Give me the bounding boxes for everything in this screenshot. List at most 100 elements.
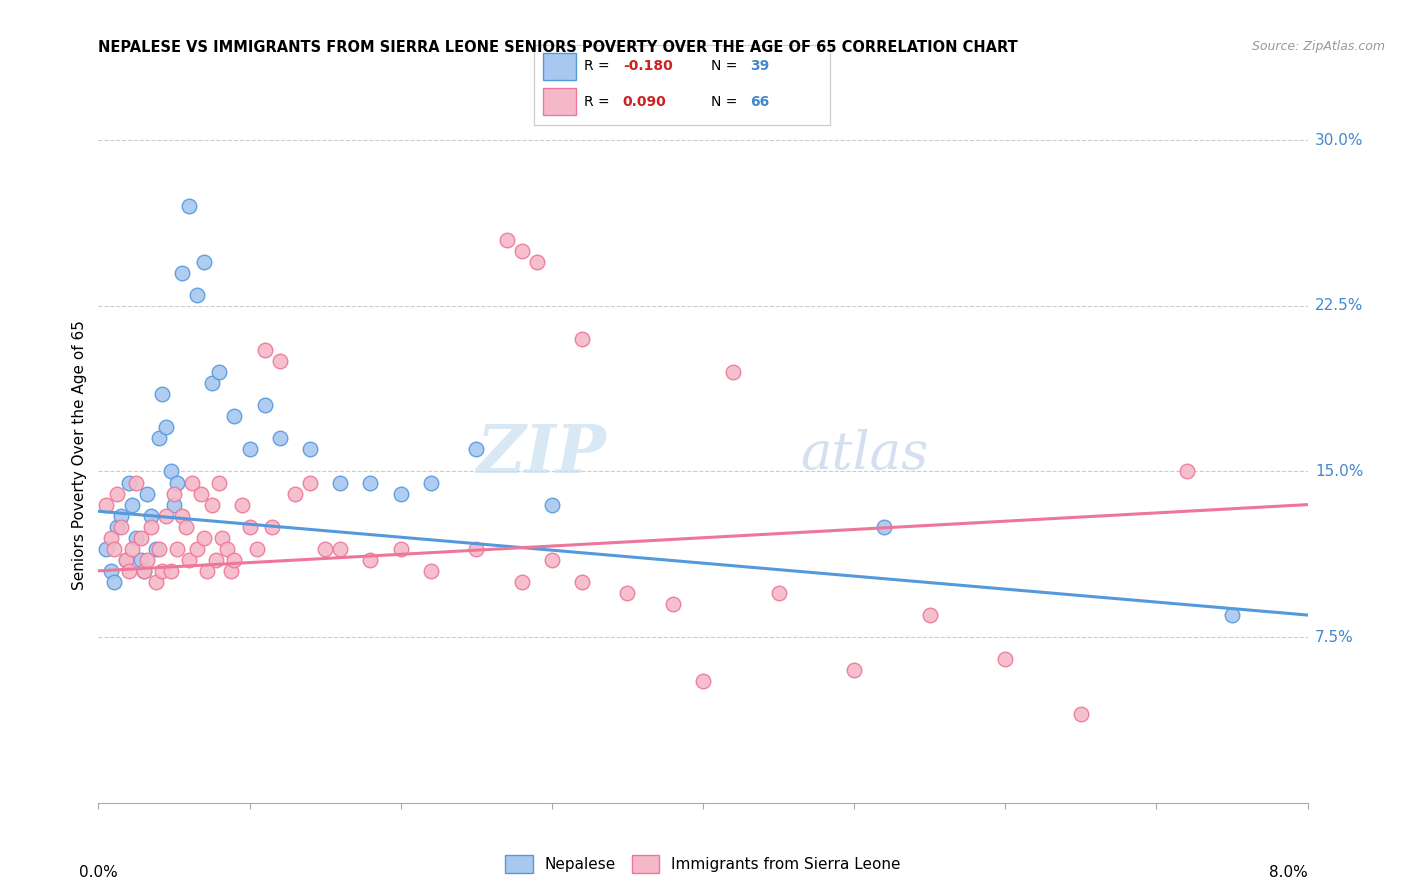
Point (231, 498, 253, 512)
Text: 8.0%: 8.0% (1268, 864, 1308, 880)
Point (121, 541, 143, 556)
Y-axis label: Seniors Poverty Over the Age of 65: Seniors Poverty Over the Age of 65 (72, 320, 87, 590)
Point (571, 574, 593, 589)
Point (465, 541, 488, 556)
Point (193, 531, 215, 545)
Point (360, 475, 382, 490)
Point (148, 431, 170, 445)
Point (495, 233, 517, 247)
Point (420, 475, 443, 490)
Point (540, 498, 562, 512)
Point (253, 343, 276, 357)
Point (103, 541, 125, 556)
Point (224, 409, 246, 424)
Point (170, 508, 193, 523)
Point (195, 564, 218, 578)
Point (100, 531, 122, 545)
Point (118, 564, 141, 578)
Point (211, 531, 233, 545)
Point (873, 519, 896, 533)
Text: NEPALESE VS IMMIGRANTS FROM SIERRA LEONE SENIORS POVERTY OVER THE AGE OF 65 CORR: NEPALESE VS IMMIGRANTS FROM SIERRA LEONE… (98, 40, 1018, 55)
Text: 22.5%: 22.5% (1315, 298, 1364, 313)
Point (145, 541, 167, 556)
Point (389, 541, 412, 556)
Point (94, 498, 117, 512)
Point (201, 498, 224, 512)
Point (1220, 608, 1243, 623)
Point (510, 574, 533, 589)
Text: -0.180: -0.180 (623, 59, 672, 73)
Text: ZIP: ZIP (477, 423, 606, 487)
Point (420, 564, 443, 578)
Point (141, 519, 163, 533)
Point (201, 376, 224, 391)
Point (284, 486, 307, 500)
Point (94, 541, 117, 556)
Point (135, 486, 157, 500)
Point (298, 475, 321, 490)
Point (132, 564, 155, 578)
Point (269, 354, 291, 368)
Point (155, 508, 177, 523)
Point (510, 244, 533, 258)
Point (145, 574, 167, 589)
Point (571, 332, 593, 346)
Point (661, 597, 683, 611)
Point (329, 541, 352, 556)
Point (160, 564, 183, 578)
Point (125, 475, 148, 490)
Point (163, 498, 186, 512)
Point (129, 531, 152, 545)
Point (148, 541, 170, 556)
Point (1175, 465, 1198, 479)
Text: R =: R = (585, 95, 614, 109)
Point (360, 553, 382, 567)
Point (205, 553, 228, 567)
Point (174, 519, 197, 533)
Point (129, 553, 152, 567)
Point (540, 553, 562, 567)
Bar (543, 88, 575, 115)
Point (692, 674, 714, 689)
Point (465, 442, 488, 457)
Point (253, 398, 276, 412)
Point (221, 564, 243, 578)
Point (389, 486, 412, 500)
Point (186, 541, 208, 556)
Point (723, 365, 745, 379)
Point (1070, 707, 1092, 722)
Point (193, 254, 215, 268)
Point (155, 420, 177, 434)
Point (100, 564, 122, 578)
Point (121, 498, 143, 512)
Point (208, 365, 231, 379)
Point (298, 442, 321, 457)
Point (844, 663, 866, 677)
Point (190, 486, 212, 500)
Text: N =: N = (711, 59, 742, 73)
Point (105, 519, 128, 533)
Point (132, 564, 155, 578)
Point (239, 442, 262, 457)
Point (208, 475, 231, 490)
Point (186, 287, 208, 301)
Text: 7.5%: 7.5% (1315, 630, 1354, 645)
Bar (543, 53, 575, 80)
Point (103, 574, 125, 589)
Point (118, 475, 141, 490)
Point (246, 541, 269, 556)
Point (314, 541, 336, 556)
Text: 30.0%: 30.0% (1315, 133, 1364, 148)
Text: 0.0%: 0.0% (79, 864, 118, 880)
Point (181, 475, 204, 490)
Point (163, 486, 186, 500)
Point (994, 652, 1017, 666)
Point (616, 586, 638, 600)
Point (224, 553, 246, 567)
Point (526, 254, 548, 268)
Point (110, 519, 132, 533)
Point (110, 508, 132, 523)
Point (269, 431, 291, 445)
Point (166, 541, 188, 556)
Point (768, 586, 790, 600)
